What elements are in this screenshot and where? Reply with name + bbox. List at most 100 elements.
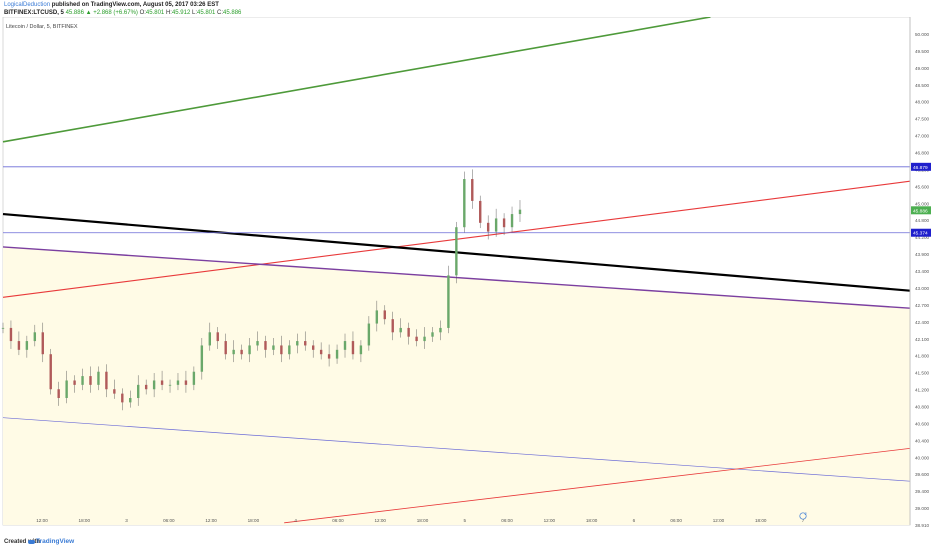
candle-body	[9, 327, 13, 342]
footer: Created with TradingView	[0, 536, 932, 550]
y-tick-label: 40.800	[915, 404, 929, 409]
price-tag-label: 46.879	[913, 165, 928, 171]
candle-body	[152, 380, 156, 390]
candle-body	[510, 214, 514, 228]
candle-body	[399, 327, 402, 333]
y-tick-label: 43.400	[915, 269, 929, 274]
y-tick-label: 40.600	[915, 421, 929, 426]
candle-body	[327, 354, 331, 359]
y-tick-label: 40.400	[915, 438, 929, 443]
y-tick-label: 42.700	[915, 303, 929, 308]
y-tick-label: 41.500	[915, 371, 929, 376]
y-tick-label: 40.000	[915, 455, 929, 460]
y-tick-label: 44.800	[915, 218, 929, 223]
candle-body	[121, 393, 124, 403]
candle-body	[232, 349, 235, 355]
y-tick-label: 43.000	[915, 286, 929, 291]
x-tick-label: 12:00	[205, 518, 217, 523]
candle-body	[41, 332, 44, 355]
x-tick-label: 18:00	[417, 518, 429, 523]
candle-body	[383, 310, 386, 320]
x-tick-label: 18:00	[586, 518, 598, 523]
y-tick-label: 43.900	[915, 252, 929, 257]
y-tick-label: 39.600	[915, 472, 929, 477]
trend-line-green[interactable]	[2, 17, 711, 143]
price-tag	[911, 206, 931, 215]
candle-body	[248, 345, 251, 355]
candle-body	[272, 345, 275, 350]
toolbar-icon[interactable]: 2	[799, 511, 808, 520]
candle-body	[439, 327, 442, 333]
candle-body	[407, 327, 410, 337]
candle-body	[25, 341, 29, 350]
y-tick-label: 45.600	[915, 184, 929, 189]
y-tick-label: 42.100	[915, 337, 929, 342]
high-value: 45.912	[171, 10, 191, 16]
candle-body	[319, 349, 323, 355]
candle-body	[49, 354, 52, 390]
candle-body	[57, 389, 60, 398]
price-tag	[911, 162, 931, 171]
y-tick-label: 49.000	[915, 66, 929, 71]
price-tag-label: 45.374	[913, 231, 928, 237]
y-tick-label: 44.200	[915, 235, 929, 240]
high-label: H:	[165, 10, 172, 16]
candle-body	[129, 398, 132, 403]
x-tick-label: 6	[633, 518, 636, 523]
tradingview-brand[interactable]: TradingView	[36, 538, 75, 545]
x-tick-label: 12:00	[713, 518, 725, 523]
x-tick-label: 06:00	[332, 518, 344, 523]
candle-body	[65, 380, 68, 398]
candle-body	[447, 275, 450, 328]
candle-body	[33, 332, 37, 342]
candle-body	[89, 376, 92, 385]
candle-body	[137, 384, 140, 398]
y-tick-label: 47.500	[915, 117, 929, 122]
candle-body	[415, 336, 418, 342]
candle-body	[423, 336, 426, 342]
trend-line-red2[interactable]	[284, 447, 911, 524]
x-tick-label: 18:00	[79, 518, 91, 523]
y-tick-label: 38.910	[915, 523, 929, 527]
candle-body	[184, 380, 188, 385]
publish-line: LogicalDeduction published on TradingVie…	[4, 2, 219, 8]
candle-body	[1, 327, 5, 329]
candle-body	[375, 310, 379, 324]
candle-body	[264, 341, 267, 350]
x-tick-label: 3	[125, 518, 128, 523]
y-tick-label: 46.800	[915, 151, 929, 156]
candle-body	[351, 341, 355, 355]
y-tick-label: 41.800	[915, 354, 929, 359]
range-shading	[3, 246, 910, 525]
y-tick-label: 48.500	[915, 83, 929, 88]
x-tick-label: 12:00	[544, 518, 556, 523]
close-label: C:	[217, 10, 224, 16]
price-change: ▲ +2.868 (+6.67%)	[85, 10, 138, 16]
candle-body	[81, 376, 84, 385]
y-tick-label: 39.000	[915, 506, 929, 511]
price-tag-label: 45.886	[913, 208, 928, 214]
symbol-label: BITFINEX:LTCUSD, 5	[4, 10, 64, 16]
low-value: 45.801	[197, 10, 216, 16]
tradingview-logo-icon	[28, 540, 35, 544]
candle-body	[113, 389, 116, 394]
x-tick-label: 06:00	[501, 518, 513, 523]
candle-body	[367, 323, 371, 346]
candle-body	[304, 341, 307, 346]
x-tick-label: 12:00	[36, 518, 48, 523]
candle-body	[97, 371, 100, 385]
chart-title: Litecoin / Dollar, 5, BITFINEX	[6, 24, 78, 30]
candle-body	[200, 345, 204, 372]
svg-text:2: 2	[805, 511, 808, 516]
author-link[interactable]: LogicalDeduction	[4, 2, 51, 8]
candle-body	[343, 341, 347, 350]
candle-body	[455, 227, 458, 276]
price-tag	[911, 228, 931, 237]
x-tick-label: 18:00	[248, 518, 260, 523]
y-tick-label: 47.000	[915, 134, 929, 139]
trend-line-blue[interactable]	[2, 417, 911, 482]
x-tick-label: 06:00	[163, 518, 175, 523]
price-chart[interactable]: 50.000 49.500 49.000 48.500 48.000 47.500 47.0…	[0, 17, 932, 527]
candle-body	[105, 371, 108, 390]
last-price: 45.886	[65, 10, 84, 16]
